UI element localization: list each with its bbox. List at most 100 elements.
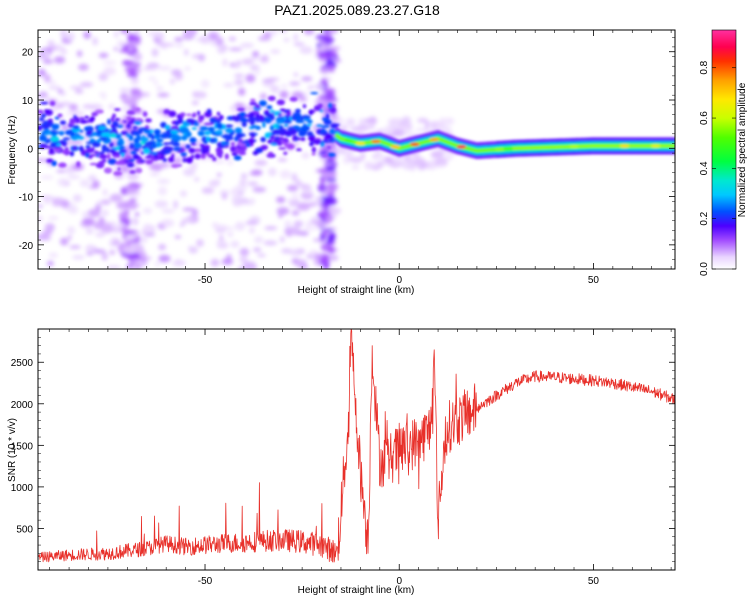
heatmap-cell	[101, 147, 106, 153]
heatmap-cell	[198, 120, 203, 123]
heatmap-cell	[315, 169, 329, 173]
heatmap-cell	[329, 177, 337, 182]
heatmap-cell	[328, 102, 333, 109]
heatmap-cell	[293, 220, 304, 228]
heatmap-cell	[409, 142, 420, 147]
heatmap-cell	[67, 226, 76, 235]
heatmap-cell	[85, 228, 94, 235]
colorbar-tick-label: 0.2	[699, 211, 710, 225]
heatmap-cell	[158, 254, 171, 263]
heatmap-cell	[240, 42, 254, 49]
heatmap-cell	[298, 132, 307, 137]
heatmap-cell	[199, 35, 211, 44]
heatmap-cell	[101, 132, 109, 137]
heatmap-cell	[286, 111, 291, 117]
heatmap-cell	[327, 153, 336, 157]
heatmap-cell	[160, 121, 167, 129]
heatmap-cell	[65, 151, 69, 156]
heatmap-cell	[55, 146, 62, 149]
heatmap-cell	[71, 135, 78, 141]
heatmap-cell	[173, 200, 179, 209]
heatmap-cell	[58, 162, 67, 168]
heatmap-cell	[40, 113, 47, 118]
heatmap-cell	[307, 201, 318, 207]
heatmap-cell	[267, 139, 273, 144]
heatmap-cell	[267, 95, 276, 102]
heatmap-cell	[101, 91, 106, 100]
heatmap-cell	[192, 91, 200, 98]
heatmap-cell	[129, 219, 137, 225]
heatmap-cell	[168, 156, 175, 163]
heatmap-cell	[134, 120, 142, 125]
page-title: PAZ1.2025.089.23.27.G18	[274, 2, 440, 18]
heatmap-cell	[272, 129, 281, 134]
heatmap-cell	[293, 259, 308, 267]
heatmap-cell	[323, 202, 329, 211]
heatmap-cell	[129, 198, 136, 203]
heatmap-cell	[184, 48, 189, 56]
heatmap-cell	[132, 126, 138, 130]
heatmap-cell	[141, 256, 146, 263]
heatmap-cell	[196, 239, 204, 247]
heatmap-cell	[115, 161, 124, 165]
heatmap-cell	[129, 170, 136, 174]
colorbar-tick-label: 0.4	[699, 161, 710, 175]
heatmap-cell	[109, 142, 114, 148]
heatmap-cell	[47, 118, 54, 122]
y-tick-label: 20	[22, 48, 34, 59]
heatmap-cell	[103, 167, 113, 174]
heatmap-cell	[280, 30, 287, 33]
heatmap-cell	[132, 191, 141, 196]
heatmap-cell	[254, 236, 264, 244]
heatmap-cell	[127, 71, 138, 78]
x-tick-label: 50	[588, 275, 600, 286]
heatmap-cell	[225, 124, 234, 128]
heatmap-cell	[154, 261, 161, 266]
heatmap-cell	[84, 115, 90, 119]
heatmap-cell	[214, 224, 228, 231]
heatmap-cell	[194, 177, 200, 182]
heatmap-cell	[280, 141, 288, 145]
heatmap-cell	[79, 179, 90, 188]
heatmap-cell	[134, 107, 141, 112]
heatmap-cell	[134, 30, 140, 37]
heatmap-cell	[199, 126, 209, 131]
heatmap-cell	[311, 152, 316, 156]
heatmap-cell	[126, 133, 131, 137]
heatmap-cell	[279, 170, 291, 179]
heatmap-cell	[295, 119, 305, 124]
heatmap-cell	[130, 35, 141, 42]
heatmap-cell	[225, 128, 233, 133]
heatmap-cell	[69, 86, 83, 90]
heatmap-cell	[51, 197, 65, 204]
heatmap-cell	[72, 146, 77, 150]
heatmap-cell	[331, 123, 340, 127]
heatmap-cell	[370, 120, 375, 130]
heatmap-cell	[229, 62, 235, 67]
heatmap-cell	[79, 145, 84, 152]
heatmap-cell	[86, 125, 93, 131]
heatmap-cell	[50, 143, 57, 148]
heatmap-cell	[311, 146, 317, 153]
heatmap-cell	[278, 214, 283, 218]
heatmap-cell	[131, 118, 135, 123]
heatmap-cell	[91, 249, 106, 254]
heatmap-cell	[236, 60, 242, 65]
heatmap-cell	[98, 160, 105, 167]
heatmap-cell	[180, 126, 190, 133]
heatmap-cell	[139, 159, 146, 163]
heatmap-cell	[358, 125, 373, 129]
heatmap-cell	[299, 46, 313, 54]
heatmap-cell	[132, 154, 140, 160]
snr-ylabel: SNR (10 * v/v)	[7, 418, 18, 482]
heatmap-cell	[260, 136, 267, 143]
heatmap-cell	[278, 147, 287, 150]
heatmap-cell	[127, 162, 135, 168]
heatmap-cell	[59, 120, 67, 125]
heatmap-cell	[96, 153, 100, 158]
heatmap-cell	[239, 256, 248, 263]
heatmap-cell	[238, 151, 247, 156]
heatmap-cell	[76, 161, 81, 168]
heatmap-cell	[156, 86, 164, 91]
heatmap-cell	[44, 223, 55, 232]
